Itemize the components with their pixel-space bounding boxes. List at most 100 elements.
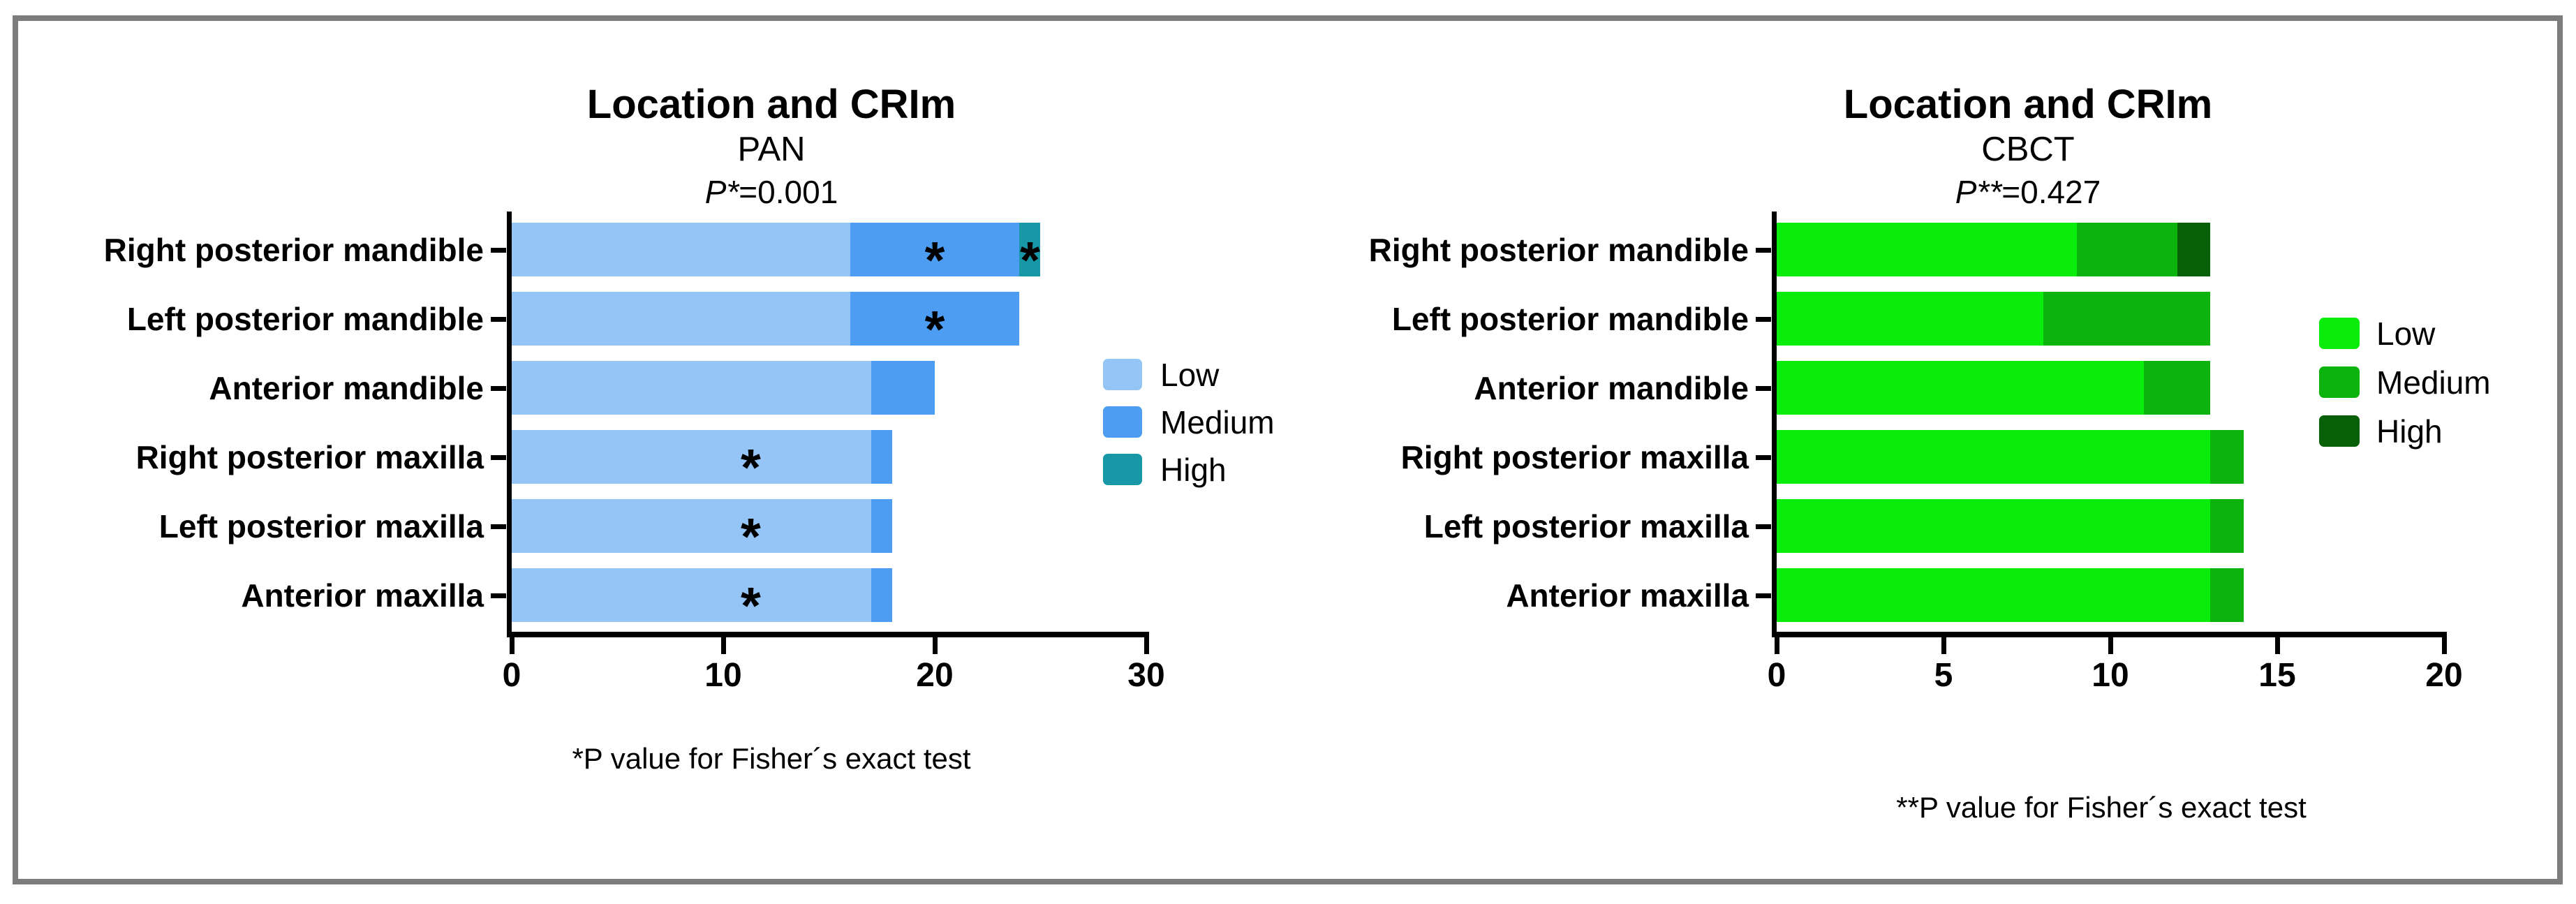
bar-segment-high [1019, 223, 1041, 276]
bar-row [1777, 361, 2211, 415]
x-tick-label: 15 [2258, 657, 2296, 694]
significance-star: * [740, 576, 761, 635]
significance-star: * [740, 438, 761, 496]
bar-segment-low [512, 292, 850, 346]
x-axis-tick [933, 637, 938, 654]
x-axis-tick [510, 637, 515, 654]
category-tick [491, 455, 506, 460]
bar-row [1777, 568, 2244, 622]
category-label: Left posterior maxilla [1423, 508, 1749, 544]
chart-subtitle: CBCT [1981, 131, 2075, 168]
legend-label: High [1160, 452, 1227, 488]
bar-row [1777, 430, 2244, 484]
category-label: Anterior mandible [1474, 370, 1749, 406]
legend-swatch-high [2319, 415, 2360, 447]
y-axis-line [507, 212, 512, 637]
p-value-symbol: P** [1955, 174, 2002, 210]
category-tick [1756, 593, 1771, 598]
x-axis-tick [1941, 637, 1946, 654]
legend-label: Medium [1160, 404, 1275, 440]
bar-segment-medium [850, 292, 1020, 346]
x-axis-line [1772, 632, 2447, 637]
bar-segment-high [2177, 223, 2211, 276]
p-value-symbol: P* [704, 174, 739, 210]
x-tick-label: 5 [1934, 657, 1953, 694]
legend-label: Medium [2376, 364, 2491, 401]
bar-row [1777, 223, 2211, 276]
category-tick [1756, 524, 1771, 529]
category-tick [1756, 455, 1771, 460]
bar-segment-low [1777, 568, 2211, 622]
bar-segment-medium [871, 499, 893, 553]
significance-star: * [924, 299, 945, 358]
category-tick [491, 248, 506, 253]
bar-segment-low [1777, 292, 2044, 346]
x-axis-tick [2442, 637, 2447, 654]
y-axis-line [1772, 212, 1777, 637]
bar-segment-medium [871, 361, 935, 415]
x-axis-tick [2108, 637, 2113, 654]
x-tick-label: 0 [1767, 657, 1786, 694]
x-tick-label: 10 [704, 657, 742, 694]
chart-subtitle: PAN [737, 131, 806, 168]
bar-row [512, 361, 935, 415]
chart-title: Location and CRIm [586, 82, 956, 127]
bar-segment-medium [2210, 568, 2244, 622]
category-tick [491, 593, 506, 598]
category-label: Left posterior mandible [126, 301, 484, 337]
bar-segment-medium [2077, 223, 2177, 276]
x-axis-tick [721, 637, 726, 654]
category-label: Anterior mandible [209, 370, 484, 406]
category-label: Right posterior mandible [103, 232, 484, 268]
category-tick [1756, 317, 1771, 322]
category-tick [491, 317, 506, 322]
x-axis-tick [1775, 637, 1779, 654]
bar-segment-medium [2043, 292, 2211, 346]
x-tick-label: 20 [916, 657, 954, 694]
significance-star: * [740, 507, 761, 565]
bar-row [1777, 292, 2211, 346]
bar-segment-low [512, 223, 850, 276]
bar-row [1777, 499, 2244, 553]
chart-footnote: *P value for Fisher´s exact test [572, 742, 971, 775]
x-axis-tick [2275, 637, 2280, 654]
x-tick-label: 30 [1127, 657, 1165, 694]
bar-segment-low [1777, 499, 2211, 553]
legend-swatch-low [1103, 359, 1142, 390]
bar-segment-medium [850, 223, 1020, 276]
bar-segment-medium [2143, 361, 2211, 415]
bar-segment-medium [2210, 499, 2244, 553]
legend-label: Low [2376, 316, 2436, 352]
legend-swatch-medium [1103, 406, 1142, 438]
bar-row [512, 430, 893, 484]
chart-footnote: **P value for Fisher´s exact test [1896, 791, 2307, 824]
bar-segment-low [512, 361, 872, 415]
bar-segment-low [1777, 361, 2144, 415]
bar-segment-low [1777, 223, 2078, 276]
significance-star: * [1019, 230, 1040, 289]
category-label: Anterior maxilla [1506, 577, 1749, 614]
p-value-number: =0.427 [2001, 174, 2101, 210]
bar-segment-medium [871, 568, 893, 622]
p-value-label: P**=0.427 [1955, 175, 2101, 210]
x-axis-line [507, 632, 1149, 637]
category-label: Left posterior mandible [1391, 301, 1749, 337]
category-label: Anterior maxilla [241, 577, 484, 614]
category-tick [491, 524, 506, 529]
bar-segment-medium [871, 430, 893, 484]
x-tick-label: 0 [502, 657, 521, 694]
bar-segment-low [512, 430, 872, 484]
chart-title: Location and CRIm [1843, 82, 2213, 127]
legend-label: High [2376, 413, 2443, 450]
bar-row [512, 499, 893, 553]
category-tick [1756, 386, 1771, 391]
bar-row [512, 568, 893, 622]
category-tick [1756, 248, 1771, 253]
legend-swatch-medium [2319, 366, 2360, 398]
bar-segment-low [512, 499, 872, 553]
x-tick-label: 20 [2425, 657, 2463, 694]
significance-star: * [924, 230, 945, 289]
